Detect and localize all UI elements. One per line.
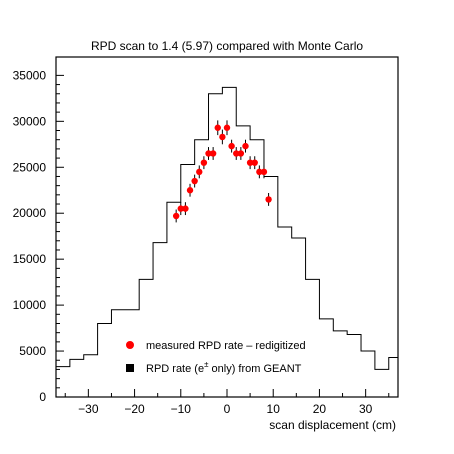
monte-carlo-histogram <box>56 86 398 370</box>
x-tick-label: −30 <box>78 402 99 416</box>
data-point-marker <box>251 159 258 166</box>
data-point-marker <box>209 150 217 157</box>
data-point-marker <box>242 142 249 150</box>
mc-series-line <box>56 86 398 370</box>
x-tick-label: −10 <box>171 402 192 416</box>
y-tick-label: 30000 <box>13 114 47 128</box>
data-point <box>182 202 189 216</box>
data-point <box>219 129 226 145</box>
data-point <box>256 165 263 179</box>
x-tick-label: 20 <box>313 402 327 416</box>
y-tick-labels: 0 5000 10000 15000 20000 25000 30000 35000 <box>13 68 47 404</box>
legend-label-mc-suffix: only) from GEANT <box>208 363 301 375</box>
data-point-marker <box>260 168 268 176</box>
measured-data-points <box>172 120 272 223</box>
data-point <box>172 209 180 223</box>
data-point-marker <box>172 212 180 220</box>
y-tick-label: 5000 <box>19 344 46 358</box>
data-point <box>196 165 203 179</box>
data-point-marker <box>214 124 221 131</box>
data-point-marker <box>256 168 263 176</box>
data-point-marker <box>205 150 212 157</box>
legend-marker-mc <box>126 364 134 372</box>
data-point <box>265 193 272 206</box>
legend-label-mc-prefix: RPD rate (e <box>146 363 204 375</box>
data-point <box>186 183 194 197</box>
legend-label-mc: RPD rate (e± only) from GEANT <box>146 360 302 375</box>
chart-title: RPD scan to 1.4 (5.97) compared with Mon… <box>91 39 363 53</box>
data-point <box>233 147 240 160</box>
x-axis-title: scan displacement (cm) <box>269 418 396 432</box>
data-point <box>223 120 231 136</box>
y-tick-label: 15000 <box>13 252 47 266</box>
y-tick-label: 0 <box>39 390 46 404</box>
data-point-marker <box>246 159 254 166</box>
axis-ticks <box>56 74 390 398</box>
y-tick-label: 35000 <box>13 68 47 82</box>
y-tick-label: 10000 <box>13 298 47 312</box>
data-point-marker <box>196 168 203 176</box>
data-point-marker <box>186 187 194 194</box>
data-point <box>251 156 258 170</box>
x-tick-label: 0 <box>224 402 231 416</box>
data-point-marker <box>237 150 245 157</box>
legend-label-measured: measured RPD rate – redigitized <box>146 340 306 352</box>
x-tick-label: 30 <box>359 402 373 416</box>
data-point <box>228 139 235 153</box>
data-point <box>177 202 184 216</box>
data-point-marker <box>177 205 184 212</box>
data-point <box>246 156 254 170</box>
data-point <box>200 156 208 170</box>
x-tick-label: −20 <box>124 402 145 416</box>
data-point-marker <box>191 177 198 185</box>
data-point <box>191 174 198 188</box>
legend-label-mc-sup: ± <box>204 360 209 369</box>
data-point-marker <box>200 159 208 166</box>
data-point <box>214 120 221 136</box>
data-point-marker <box>233 150 240 157</box>
y-tick-label: 25000 <box>13 160 47 174</box>
data-point <box>242 139 249 153</box>
data-point <box>205 147 212 160</box>
data-point <box>209 147 217 160</box>
data-point-marker <box>223 124 231 131</box>
legend: measured RPD rate – redigitized RPD rate… <box>126 340 306 375</box>
data-point-marker <box>182 205 189 212</box>
x-tick-label: 10 <box>267 402 281 416</box>
y-tick-label: 20000 <box>13 206 47 220</box>
data-point-marker <box>265 196 272 203</box>
data-point <box>260 165 268 179</box>
data-point-marker <box>219 133 226 141</box>
x-tick-labels: −30 −20 −10 0 10 20 30 <box>78 402 372 416</box>
legend-marker-measured <box>126 341 134 349</box>
data-point-marker <box>228 142 235 150</box>
data-point <box>237 147 245 160</box>
